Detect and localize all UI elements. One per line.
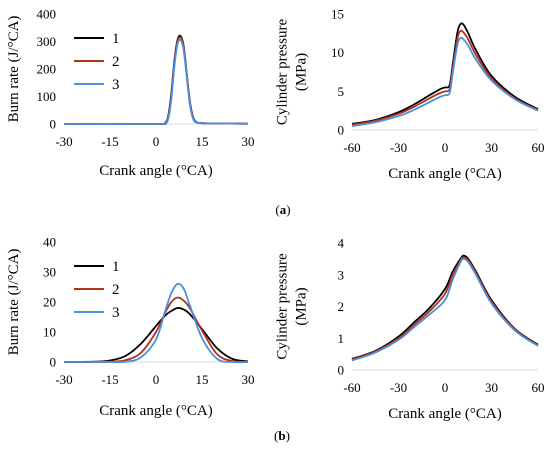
series-line-1: [63, 307, 249, 363]
x-tick-label: 30: [485, 140, 498, 155]
series-line-2: [351, 256, 539, 361]
x-tick-label: -15: [101, 372, 118, 387]
y-axis-label: Burn rate (J/°CA): [6, 16, 22, 123]
x-tick-label: 60: [532, 140, 545, 155]
y-tick-label: 0: [50, 355, 57, 370]
series-line-3: [351, 257, 539, 362]
x-tick-label: 15: [196, 372, 209, 387]
x-tick-label: -30: [390, 380, 407, 395]
series-line-3: [351, 36, 539, 128]
x-tick-label: 30: [242, 372, 255, 387]
panel-label-b: (b): [274, 428, 290, 443]
y-tick-label: 4: [338, 236, 345, 251]
chart-a-cylinder-pressure: -60 -30 0 30 60 0 5 10 15 Crank angle (°CA) Cylind…: [275, 7, 545, 183]
y-tick-label: 20: [43, 295, 56, 310]
chart-b-burn-rate: -30 -15 0 15 30 0 10 20 30 40 Crank angle (°CA) Bur…: [6, 235, 255, 420]
x-tick-label: 30: [242, 134, 255, 149]
series-line-1: [351, 22, 539, 125]
x-axis-label: Crank angle (°CA): [99, 163, 212, 179]
chart-b-cylinder-pressure: -60 -30 0 30 60 0 1 2 3 4 Crank angle (°CA) Cylinde…: [275, 236, 545, 423]
y-tick-label: 200: [37, 62, 57, 77]
x-tick-label: 15: [196, 134, 209, 149]
y-tick-label: 10: [331, 45, 344, 60]
y-tick-label: 0: [338, 363, 345, 378]
y-axis-label: Burn rate (J/°CA): [6, 249, 22, 356]
x-tick-label: 30: [485, 380, 498, 395]
x-tick-label: 0: [442, 140, 449, 155]
legend-label-3: 3: [112, 305, 120, 321]
x-tick-label: 60: [532, 380, 545, 395]
y-tick-label: 0: [50, 117, 57, 132]
y-tick-label: 1: [338, 331, 345, 346]
x-tick-label: -15: [101, 134, 118, 149]
legend-label-2: 2: [112, 54, 120, 70]
legend-label-2: 2: [112, 282, 120, 298]
y-tick-label: 100: [37, 89, 57, 104]
series-line-1: [63, 34, 249, 126]
y-tick-label: 40: [43, 235, 56, 250]
series-line-1: [351, 254, 539, 360]
y-tick-label: 30: [43, 265, 56, 280]
legend-label-1: 1: [112, 259, 120, 275]
y-tick-label: 5: [338, 84, 345, 99]
x-tick-label: -30: [55, 134, 72, 149]
y-tick-label: 300: [37, 34, 57, 49]
panel-label-a: (a): [275, 202, 290, 217]
x-tick-label: -60: [343, 380, 360, 395]
series-line-3: [63, 38, 249, 125]
legend-label-1: 1: [112, 31, 120, 47]
x-axis-label: Crank angle (°CA): [388, 166, 501, 182]
x-axis-label: Crank angle (°CA): [388, 406, 501, 422]
x-tick-label: 0: [153, 134, 160, 149]
x-tick-label: 0: [153, 372, 160, 387]
series-line-2: [63, 36, 249, 125]
x-tick-label: -60: [343, 140, 360, 155]
series-line-3: [63, 282, 249, 364]
y-axis-label: Cylinder pressure (MPa): [275, 253, 310, 360]
legend-label-3: 3: [112, 77, 120, 93]
y-tick-label: 0: [338, 123, 345, 138]
y-tick-label: 400: [37, 7, 57, 22]
y-axis-label: Cylinder pressure (MPa): [275, 19, 310, 126]
y-tick-label: 10: [43, 325, 56, 340]
x-axis-label: Crank angle (°CA): [99, 403, 212, 419]
y-tick-label: 3: [338, 267, 345, 282]
x-tick-label: -30: [390, 140, 407, 155]
series-line-2: [351, 29, 539, 126]
y-tick-label: 2: [338, 299, 345, 314]
y-tick-label: 15: [331, 7, 344, 22]
x-tick-label: -30: [55, 372, 72, 387]
x-tick-label: 0: [442, 380, 449, 395]
